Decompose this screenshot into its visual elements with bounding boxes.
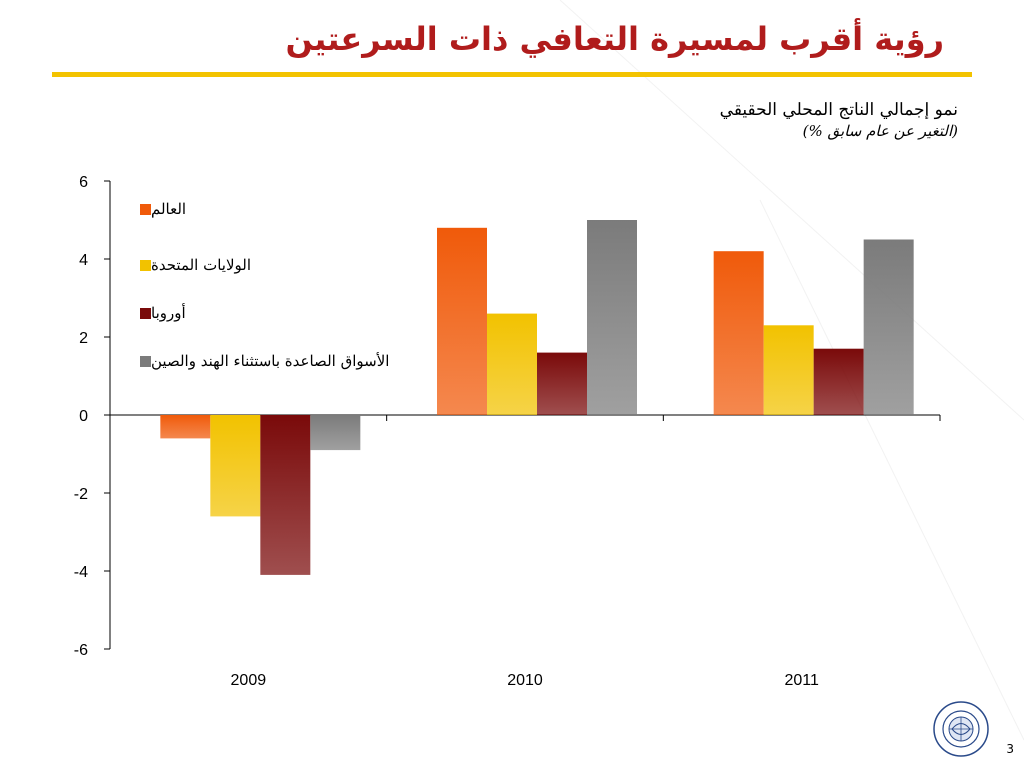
legend-label: الولايات المتحدة — [151, 256, 252, 274]
y-tick-label: -6 — [74, 642, 88, 659]
x-tick-label: 2009 — [231, 672, 267, 689]
bar — [437, 227, 487, 415]
legend-swatch — [140, 355, 151, 367]
bar — [210, 415, 261, 517]
bar — [260, 415, 311, 575]
y-tick-label: -2 — [74, 486, 88, 503]
chart-title: نمو إجمالي الناتج المحلي الحقيقي — [719, 100, 958, 120]
title-divider — [52, 72, 972, 77]
x-tick-label: 2010 — [507, 672, 543, 689]
chart-subtitle: (التغير عن عام سابق %) — [802, 122, 958, 140]
x-tick-label: 2011 — [784, 672, 819, 689]
legend-item-europe: أوروبا — [136, 304, 186, 322]
legend-swatch — [140, 307, 151, 319]
legend-label: أوروبا — [151, 304, 186, 322]
bar — [713, 251, 764, 415]
imf-seal-logo — [933, 701, 989, 757]
bar — [763, 325, 814, 415]
legend-label: العالم — [151, 200, 187, 218]
page-number: 3 — [1006, 742, 1014, 756]
bar — [310, 415, 361, 451]
slide-title: رؤية أقرب لمسيرة التعافي ذات السرعتين — [285, 20, 944, 58]
bar — [537, 352, 587, 415]
y-tick-label: -4 — [74, 564, 88, 581]
bar — [813, 348, 864, 415]
y-tick-label: 6 — [79, 174, 88, 191]
chart-title-block: نمو إجمالي الناتج المحلي الحقيقي (التغير… — [720, 100, 958, 140]
bar — [863, 239, 914, 415]
bar — [487, 313, 537, 415]
legend-item-emerging: الأسواق الصاعدة باستثناء الهند والصين — [136, 352, 389, 370]
legend-item-us: الولايات المتحدة — [136, 256, 251, 274]
bar — [160, 415, 211, 439]
legend-swatch — [140, 203, 151, 215]
legend-item-world: العالم — [136, 200, 186, 218]
y-tick-label: 0 — [79, 408, 88, 425]
legend-swatch — [140, 259, 151, 271]
legend-label: الأسواق الصاعدة باستثناء الهند والصين — [151, 352, 390, 370]
y-tick-label: 2 — [79, 330, 88, 347]
y-tick-label: 4 — [79, 252, 88, 269]
bar — [587, 220, 637, 415]
